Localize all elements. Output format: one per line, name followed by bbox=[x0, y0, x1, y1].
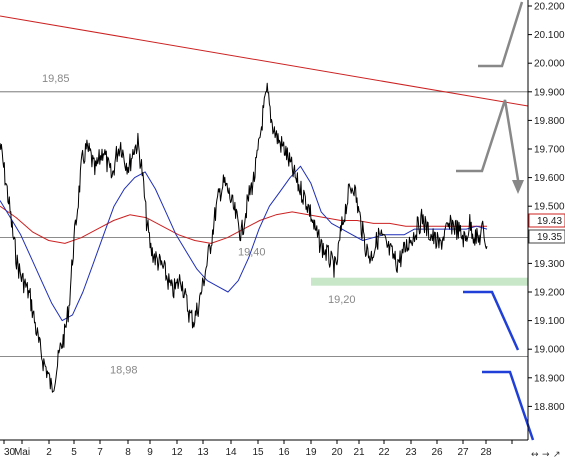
y-tick-label: 19.800 bbox=[534, 116, 565, 127]
x-tick-label: 9 bbox=[147, 447, 153, 458]
trendline bbox=[0, 15, 529, 107]
series-line-fast-ma bbox=[0, 165, 488, 322]
plot-background bbox=[0, 0, 528, 440]
x-tick-label: 13 bbox=[197, 447, 209, 458]
horizontal-levels: 19,85 19,40 18,98 bbox=[0, 73, 528, 376]
trendline-group bbox=[0, 15, 529, 107]
plot-area bbox=[0, 0, 528, 440]
x-tick-label: 2 bbox=[46, 447, 52, 458]
last-price-tag bbox=[528, 229, 565, 244]
zigzag-icon[interactable]: ↗ bbox=[553, 450, 561, 460]
last-price-label: 19.43 bbox=[537, 216, 562, 227]
series-line-slow-ma bbox=[0, 205, 487, 244]
y-tick-label: 19.200 bbox=[534, 288, 565, 299]
arrow-up-grey bbox=[478, 1, 524, 68]
y-tick-label: 19.100 bbox=[534, 316, 565, 327]
last-price-label: 19.35 bbox=[537, 232, 562, 243]
level-label: 19,85 bbox=[42, 73, 70, 85]
y-tick-label: 19.900 bbox=[534, 87, 565, 98]
x-tick-label: 15 bbox=[252, 447, 264, 458]
x-tick-label: 5 bbox=[71, 447, 77, 458]
x-tick-label: 21 bbox=[353, 447, 365, 458]
x-tick-label: 30 bbox=[4, 447, 16, 458]
x-tick-label: 14 bbox=[225, 447, 237, 458]
series-line-price bbox=[0, 82, 488, 393]
last-price-labels: 19.43 19.35 bbox=[528, 213, 565, 244]
level-label: 19,40 bbox=[238, 247, 266, 259]
series-group bbox=[0, 82, 488, 393]
x-tick-label: 20 bbox=[331, 447, 343, 458]
projection-line-blue bbox=[482, 370, 535, 441]
y-tick-label: 20.200 bbox=[534, 2, 565, 13]
y-tick-label: 18.900 bbox=[534, 373, 565, 384]
nav-controls: ↔ → ↗ bbox=[531, 450, 561, 460]
y-tick-label: 19.500 bbox=[534, 202, 565, 213]
x-tick-label: 26 bbox=[431, 447, 443, 458]
y-tick-label: 19.700 bbox=[534, 145, 565, 156]
support-zone-band bbox=[311, 277, 528, 286]
annotation-arrows bbox=[456, 1, 535, 441]
x-tick-label: 27 bbox=[457, 447, 469, 458]
arrow-path-grey bbox=[456, 99, 521, 187]
y-tick-label: 20.100 bbox=[534, 30, 565, 41]
x-tick-label: 12 bbox=[171, 447, 183, 458]
x-tick-label: 19 bbox=[305, 447, 317, 458]
arrowhead-down-grey bbox=[512, 180, 524, 194]
arrow-left-right-icon[interactable]: ↔ bbox=[531, 450, 539, 460]
x-tick-label: 7 bbox=[97, 447, 103, 458]
arrow-right-icon[interactable]: → bbox=[542, 450, 550, 460]
last-price-tag bbox=[528, 213, 565, 228]
x-tick-label: 23 bbox=[405, 447, 417, 458]
support-zone-label: 19,20 bbox=[328, 294, 356, 306]
y-tick-label: 19.000 bbox=[534, 345, 565, 356]
x-tick-label: 16 bbox=[278, 447, 290, 458]
y-tick-label: 19.600 bbox=[534, 173, 565, 184]
y-axis: 20.200 20.100 20.000 19.900 19.800 19.700 19.6… bbox=[527, 0, 565, 440]
y-tick-label: 20.000 bbox=[534, 59, 565, 70]
support-zone: 19,20 bbox=[311, 277, 528, 306]
x-tick-label: 22 bbox=[378, 447, 390, 458]
projection-line-blue bbox=[463, 290, 520, 351]
x-tick-label: Mai bbox=[14, 447, 30, 458]
x-tick-label: 28 bbox=[480, 447, 492, 458]
y-tick-label: 19.300 bbox=[534, 259, 565, 270]
x-tick-label: 8 bbox=[125, 447, 131, 458]
y-tick-label: 18.800 bbox=[534, 402, 565, 413]
level-label: 18,98 bbox=[110, 364, 138, 376]
